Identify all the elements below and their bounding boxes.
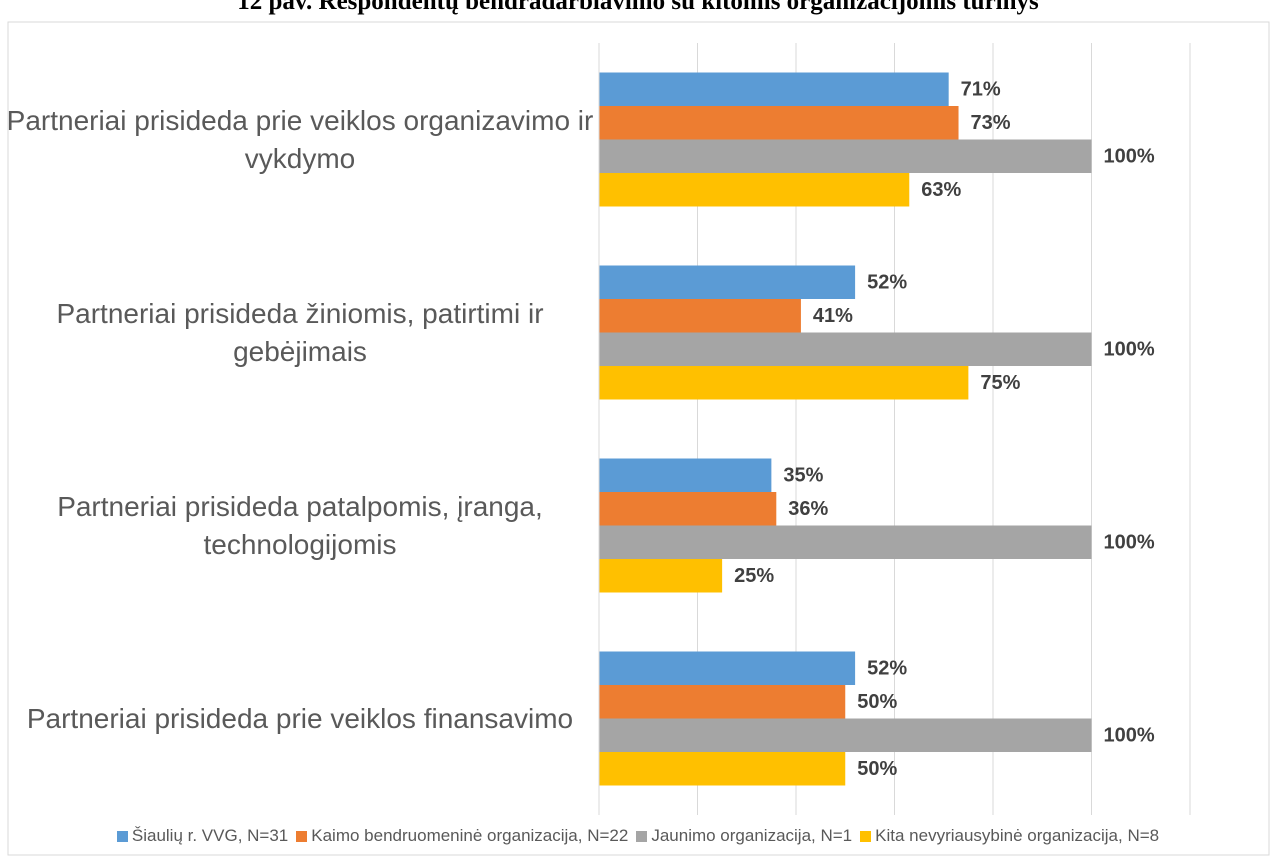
bar [599,299,801,333]
bar [599,651,856,685]
data-label: 35% [783,465,823,487]
legend-item: Kita nevyriausybinė organizacija, N=8 [860,826,1159,846]
legend-swatch [860,830,872,842]
category-label: Partneriai prisideda patalpomis, įranga,… [57,490,543,560]
data-label: 100% [1104,725,1155,747]
legend-label: Jaunimo organizacija, N=1 [651,826,853,845]
data-label: 52% [867,658,907,680]
bar [599,492,777,526]
bar [599,106,959,140]
legend-item: Šiaulių r. VVG, N=31 [116,826,289,846]
bar [599,139,1092,173]
bar [599,366,969,400]
data-label: 73% [971,112,1011,134]
bar [599,718,1092,752]
data-label: 100% [1104,532,1155,554]
data-label: 100% [1104,146,1155,168]
data-label: 71% [961,79,1001,101]
bar [599,265,856,299]
bar [599,525,1092,559]
bar [599,72,949,106]
bar [599,685,846,719]
legend-label: Šiaulių r. VVG, N=31 [131,826,289,845]
chart-title: 12 pav. Respondentų bendradarbiavimo su … [237,0,1039,15]
data-label: 100% [1104,339,1155,361]
bar [599,752,846,786]
legend-swatch [116,830,128,842]
category-label: Partneriai prisideda prie veiklos finans… [26,702,574,734]
bar [599,458,772,492]
category-label: Partneriai prisideda žiniomis, patirtimi… [56,297,544,367]
bar [599,559,723,593]
legend-label: Kita nevyriausybinė organizacija, N=8 [875,826,1160,845]
legend: Šiaulių r. VVG, N=31 Kaimo bendruomeninė … [0,826,1276,846]
data-label: 63% [921,179,961,201]
legend-item: Jaunimo organizacija, N=1 [636,826,852,846]
chart-border [7,21,1270,856]
data-label: 75% [980,372,1020,394]
data-label: 52% [867,272,907,294]
data-label: 41% [813,305,853,327]
legend-label: Kaimo bendruomeninė organizacija, N=22 [311,826,629,845]
legend-swatch [296,830,308,842]
bar [599,173,910,207]
data-label: 50% [857,758,897,780]
category-label: Partneriai prisideda prie veiklos organi… [6,104,594,174]
data-label: 36% [788,498,828,520]
data-label: 25% [734,565,774,587]
legend-item: Kaimo bendruomeninė organizacija, N=22 [296,826,628,846]
data-label: 50% [857,691,897,713]
legend-swatch [636,830,648,842]
bar [599,332,1092,366]
